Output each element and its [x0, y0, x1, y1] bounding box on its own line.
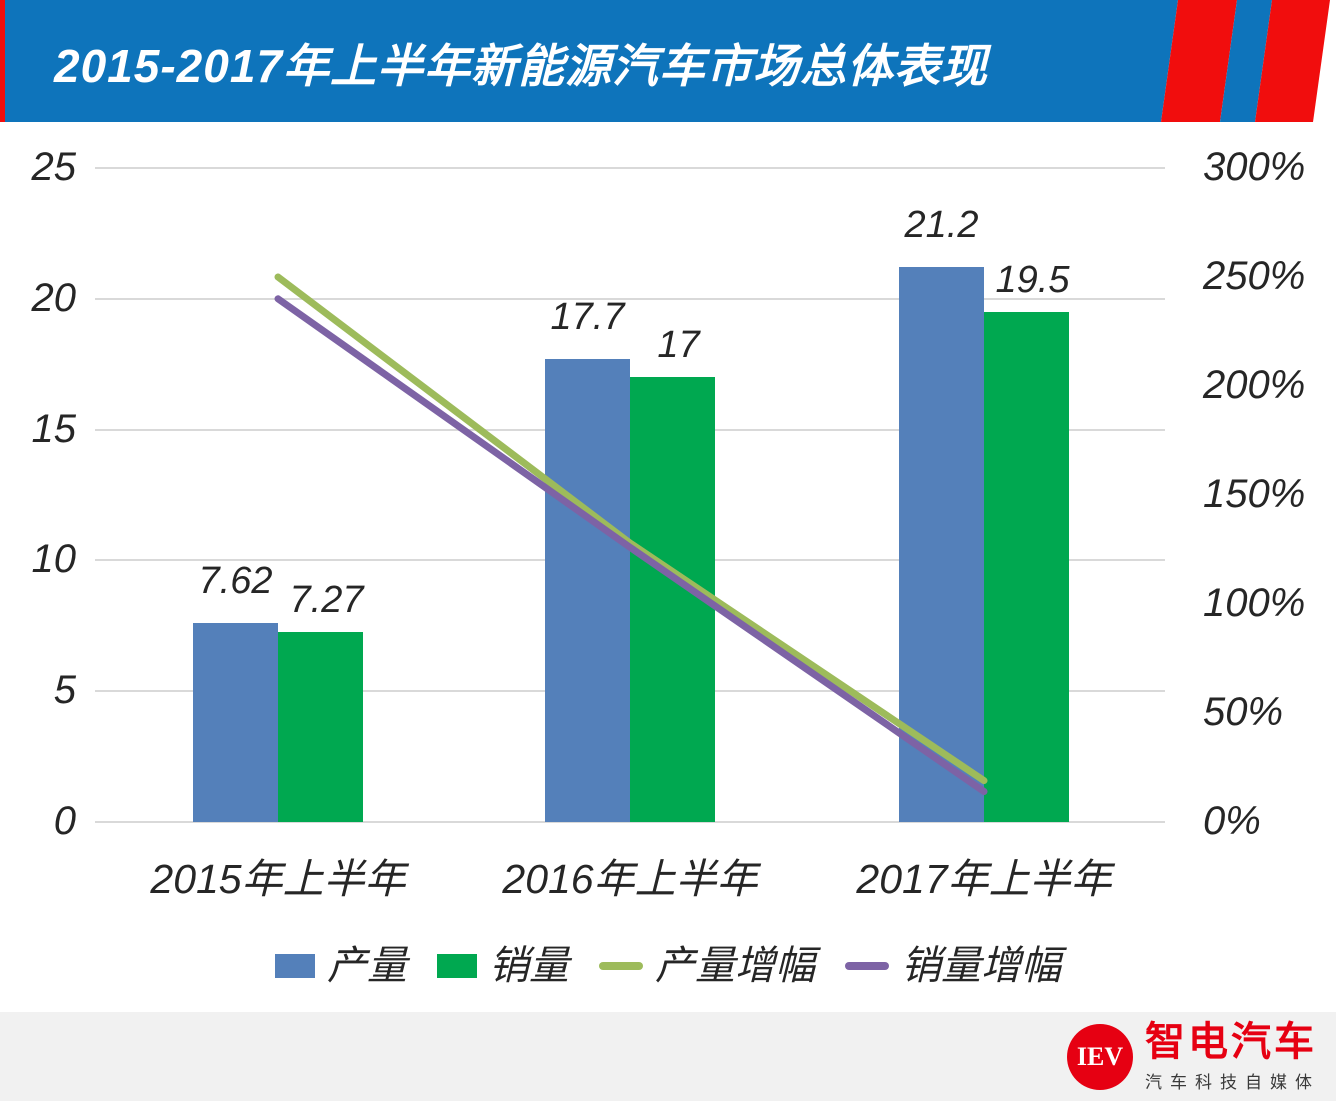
legend-sales-label: 销量	[489, 944, 569, 988]
production-bar-2	[899, 267, 984, 822]
chart-legend: 产量 销量 产量增幅 销量增幅	[0, 938, 1336, 994]
legend-production: 产量	[275, 944, 407, 988]
legend-sales-growth-label: 销量增幅	[901, 944, 1061, 988]
x-label-0: 2015年上半年	[150, 856, 406, 902]
y-left-tick-5: 5	[53, 668, 76, 713]
y-left-tick-15: 15	[31, 406, 77, 451]
legend-sales-swatch	[437, 954, 477, 978]
legend-production-growth-label: 产量增幅	[655, 944, 815, 988]
y-left-tick-10: 10	[31, 537, 77, 582]
y-right-tick-0: 0%	[1203, 799, 1261, 843]
legend-sales-growth: 销量增幅	[845, 944, 1061, 988]
sales-bar-1	[630, 377, 715, 822]
y-right-tick-50: 50%	[1203, 690, 1284, 734]
sales-value-label-1: 17	[657, 324, 700, 367]
gridline-25	[95, 167, 1165, 169]
x-label-2: 2017年上半年	[856, 856, 1112, 902]
brand-name: 智电汽车	[1145, 1019, 1317, 1064]
title-banner: 2015-2017年上半年新能源汽车市场总体表现	[0, 0, 1336, 122]
production-bar-1	[545, 358, 630, 822]
x-label-1: 2016年上半年	[502, 856, 758, 902]
gridline-0	[95, 821, 1165, 823]
sales-bar-0	[278, 631, 363, 822]
production-bar-0	[193, 622, 278, 822]
y-right-tick-250: 250%	[1203, 254, 1306, 298]
y-left-tick-25: 25	[31, 145, 77, 189]
logo-monogram: IEV	[1076, 1041, 1124, 1071]
y-left-tick-20: 20	[31, 275, 77, 320]
sales-value-label-2: 19.5	[995, 258, 1070, 301]
legend-sales-growth-line-icon	[845, 962, 889, 970]
legend-production-growth-line-icon	[599, 962, 643, 970]
legend-production-label: 产量	[327, 944, 407, 988]
legend-sales: 销量	[437, 944, 569, 988]
y-right-tick-150: 150%	[1203, 472, 1306, 516]
brand-text-block: 智电汽车 汽车科技自媒体	[1145, 1021, 1320, 1093]
production-value-label-0: 7.62	[198, 559, 273, 602]
y-right-tick-300: 300%	[1203, 145, 1306, 189]
legend-production-growth: 产量增幅	[599, 944, 815, 988]
sales-bar-2	[984, 311, 1069, 822]
footer-bar: IEV 智电汽车 汽车科技自媒体	[0, 1012, 1336, 1101]
brand-logo: IEV 智电汽车 汽车科技自媒体	[1067, 1021, 1320, 1093]
brand-tagline: 汽车科技自媒体	[1145, 1072, 1320, 1092]
y-right-tick-100: 100%	[1203, 581, 1306, 625]
y-left-tick-0: 0	[53, 799, 76, 843]
sales-value-label-0: 7.27	[289, 578, 364, 621]
banner-background	[5, 0, 1178, 122]
production-value-label-2: 21.2	[904, 204, 979, 247]
y-right-tick-200: 200%	[1203, 363, 1306, 407]
iev-logo-icon: IEV	[1067, 1023, 1133, 1090]
left-red-accent	[0, 0, 5, 122]
chart-title: 2015-2017年上半年新能源汽车市场总体表现	[54, 40, 988, 92]
legend-production-swatch	[275, 954, 315, 978]
